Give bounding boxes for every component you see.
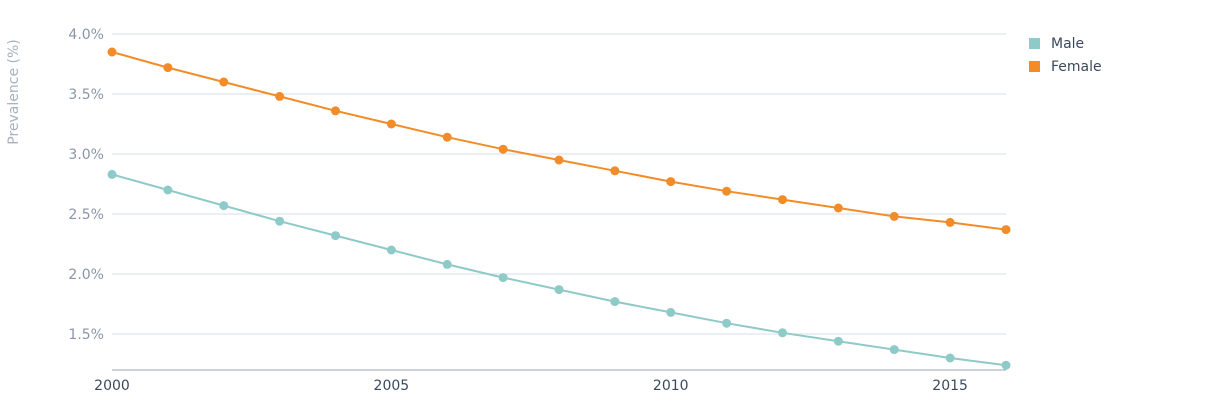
data-point[interactable] — [331, 231, 340, 241]
data-point[interactable] — [331, 106, 340, 116]
legend-swatch — [1029, 38, 1040, 49]
data-point[interactable] — [219, 77, 229, 87]
data-point[interactable] — [219, 201, 229, 211]
y-tick-label: 3.5% — [68, 87, 104, 103]
legend-item-female[interactable]: Female — [1029, 59, 1102, 75]
x-tick-label: 2000 — [94, 378, 130, 394]
data-point[interactable] — [610, 297, 620, 307]
x-tick-label: 2005 — [374, 378, 410, 394]
x-tick-label: 2015 — [932, 378, 968, 394]
data-point[interactable] — [1001, 225, 1011, 235]
data-point[interactable] — [610, 166, 620, 176]
data-point[interactable] — [722, 186, 732, 196]
legend-label: Female — [1051, 59, 1102, 75]
data-point[interactable] — [778, 195, 787, 205]
data-point[interactable] — [554, 155, 564, 165]
x-axis-ticks: 2000 2005 2010 2015 — [94, 378, 968, 394]
data-point[interactable] — [275, 91, 285, 101]
data-point[interactable] — [107, 47, 117, 57]
data-point[interactable] — [889, 345, 899, 355]
data-point[interactable] — [442, 259, 452, 269]
series-female — [107, 47, 1011, 235]
data-point[interactable] — [833, 203, 843, 213]
data-point[interactable] — [107, 169, 117, 179]
data-point[interactable] — [1001, 360, 1011, 370]
data-point[interactable] — [275, 216, 285, 226]
data-point[interactable] — [889, 211, 899, 221]
y-tick-label: 2.5% — [68, 207, 104, 223]
x-tick-label: 2010 — [653, 378, 689, 394]
y-tick-label: 3.0% — [68, 147, 104, 163]
legend-swatch — [1029, 61, 1040, 72]
data-point[interactable] — [442, 132, 452, 142]
data-point[interactable] — [498, 273, 508, 283]
y-tick-label: 1.5% — [68, 327, 104, 343]
data-point[interactable] — [945, 353, 955, 363]
legend[interactable]: Male Female — [1029, 36, 1102, 75]
data-point[interactable] — [163, 185, 173, 195]
series-male — [107, 169, 1011, 370]
y-axis-label: Prevalence (%) — [6, 39, 22, 145]
legend-item-male[interactable]: Male — [1029, 36, 1084, 52]
data-point[interactable] — [386, 119, 396, 129]
data-point[interactable] — [945, 217, 955, 227]
data-point[interactable] — [833, 336, 843, 346]
series-line — [111, 173, 1007, 367]
series-line — [111, 51, 1007, 231]
data-point[interactable] — [386, 245, 396, 255]
y-axis-ticks: 1.5% 2.0% 2.5% 3.0% 3.5% 4.0% — [68, 27, 104, 343]
data-point[interactable] — [163, 63, 173, 73]
data-point[interactable] — [666, 177, 676, 187]
data-point[interactable] — [498, 144, 508, 154]
gridlines — [112, 33, 1006, 335]
data-point[interactable] — [722, 318, 732, 328]
data-point[interactable] — [778, 328, 787, 338]
data-point[interactable] — [666, 307, 676, 317]
y-tick-label: 2.0% — [68, 267, 104, 283]
data-point[interactable] — [554, 285, 564, 295]
legend-label: Male — [1051, 36, 1084, 52]
y-tick-label: 4.0% — [68, 27, 104, 43]
series-layer — [107, 47, 1011, 370]
